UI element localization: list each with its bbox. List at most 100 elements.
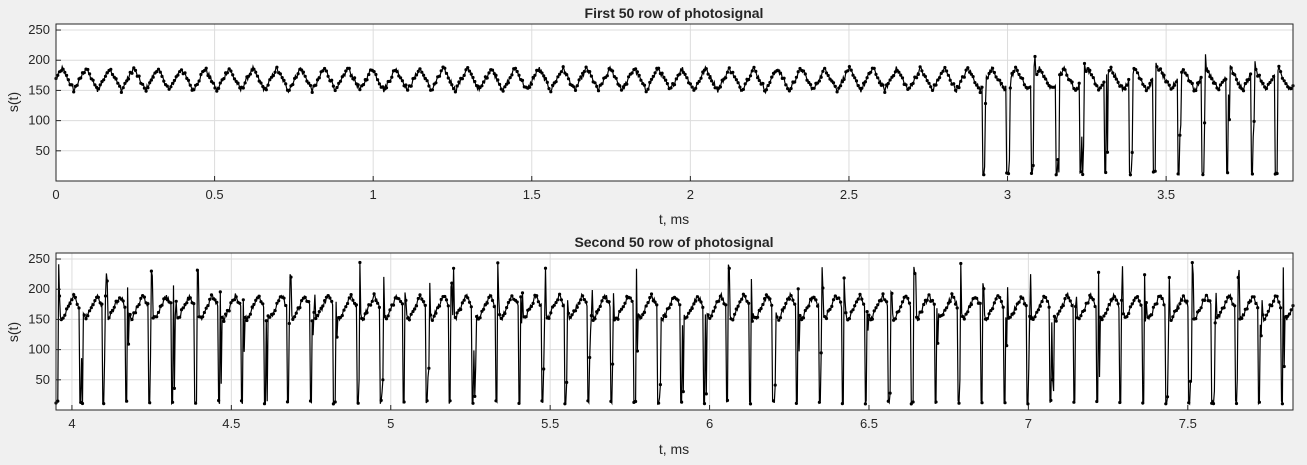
signal-point: [888, 78, 892, 82]
signal-point: [741, 87, 746, 91]
signal-point: [427, 366, 431, 370]
signal-point: [1197, 80, 1201, 84]
signal-point: [1240, 316, 1244, 320]
signal-point: [1178, 302, 1182, 306]
signal-point: [505, 306, 509, 310]
signal-point: [929, 85, 933, 89]
signal-point: [621, 305, 625, 309]
signal-point: [165, 84, 169, 88]
signal-point: [865, 310, 869, 314]
signal-point: [1197, 308, 1201, 313]
signal-point: [139, 296, 143, 300]
signal-point: [506, 300, 510, 305]
signal-point: [969, 302, 974, 307]
signal-point: [132, 66, 136, 70]
signal-point: [692, 302, 696, 306]
signal-point: [402, 400, 406, 404]
signal-point: [229, 301, 233, 305]
signal-point: [540, 399, 544, 403]
signal-point: [786, 87, 790, 91]
signal-point: [976, 86, 981, 90]
signal-point: [831, 81, 836, 85]
signal-point: [384, 86, 389, 90]
signal-point: [252, 67, 256, 71]
signal-point: [285, 400, 290, 404]
signal-point: [278, 72, 282, 76]
signal-point: [1139, 77, 1143, 81]
signal-point: [1194, 88, 1198, 93]
signal-point: [1105, 150, 1110, 154]
signal-point: [738, 85, 742, 89]
signal-point: [907, 86, 912, 90]
signal-point: [204, 66, 208, 70]
signal-point: [1003, 88, 1007, 92]
y-tick-label: 50: [36, 143, 50, 158]
signal-point: [208, 76, 212, 80]
signal-point: [1026, 402, 1030, 406]
signal-point: [126, 77, 131, 81]
signal-point: [130, 71, 134, 75]
signal-point: [1038, 304, 1042, 308]
signal-point: [234, 295, 238, 299]
signal-point: [538, 303, 542, 307]
signal-point: [409, 312, 413, 316]
signal-point: [605, 74, 609, 78]
signal-point: [904, 294, 908, 298]
signal-point: [980, 401, 984, 405]
signal-point: [1224, 300, 1228, 304]
signal-point: [619, 307, 624, 311]
signal-point: [376, 78, 380, 82]
signal-point: [542, 367, 546, 371]
signal-point: [356, 83, 360, 87]
signal-point: [455, 84, 459, 88]
signal-point: [1236, 82, 1240, 86]
signal-point: [319, 306, 323, 310]
signal-point: [273, 70, 277, 74]
signal-point: [718, 294, 723, 298]
signal-point: [1008, 315, 1012, 319]
signal-point: [1284, 82, 1288, 86]
signal-point: [520, 291, 525, 295]
x-axis-label: t, ms: [659, 211, 689, 227]
signal-point: [787, 89, 792, 93]
signal-point: [572, 85, 576, 89]
signal-point: [195, 268, 199, 272]
signal-point: [1188, 379, 1193, 383]
signal-point: [1160, 296, 1164, 301]
signal-point: [133, 68, 138, 72]
signal-point: [245, 318, 249, 323]
signal-point: [439, 297, 443, 302]
signal-point: [1031, 163, 1035, 168]
signal-point: [830, 304, 834, 308]
signal-point: [1233, 304, 1237, 308]
signal-point: [528, 307, 532, 311]
signal-point: [768, 80, 772, 85]
signal-point: [681, 390, 685, 394]
signal-point: [317, 76, 321, 80]
signal-point: [315, 313, 320, 317]
signal-point: [725, 398, 730, 402]
signal-point: [922, 302, 926, 307]
x-tick-label: 3: [1004, 187, 1011, 202]
signal-point: [310, 90, 314, 94]
signal-point: [1135, 71, 1140, 75]
signal-point: [978, 301, 982, 305]
signal-point: [1125, 315, 1129, 319]
signal-point: [625, 82, 629, 86]
signal-point: [126, 342, 131, 346]
signal-point: [750, 69, 754, 73]
signal-point: [116, 299, 120, 303]
signal-point: [575, 305, 579, 309]
signal-point: [1100, 83, 1104, 87]
signal-point: [1181, 68, 1185, 72]
signal-point: [634, 67, 638, 71]
signal-point: [183, 71, 187, 75]
signal-point: [333, 88, 337, 93]
signal-point: [388, 308, 392, 312]
signal-point: [886, 399, 890, 403]
signal-point: [780, 308, 784, 312]
signal-point: [434, 311, 438, 315]
signal-point: [98, 83, 102, 87]
signal-point: [699, 76, 703, 80]
